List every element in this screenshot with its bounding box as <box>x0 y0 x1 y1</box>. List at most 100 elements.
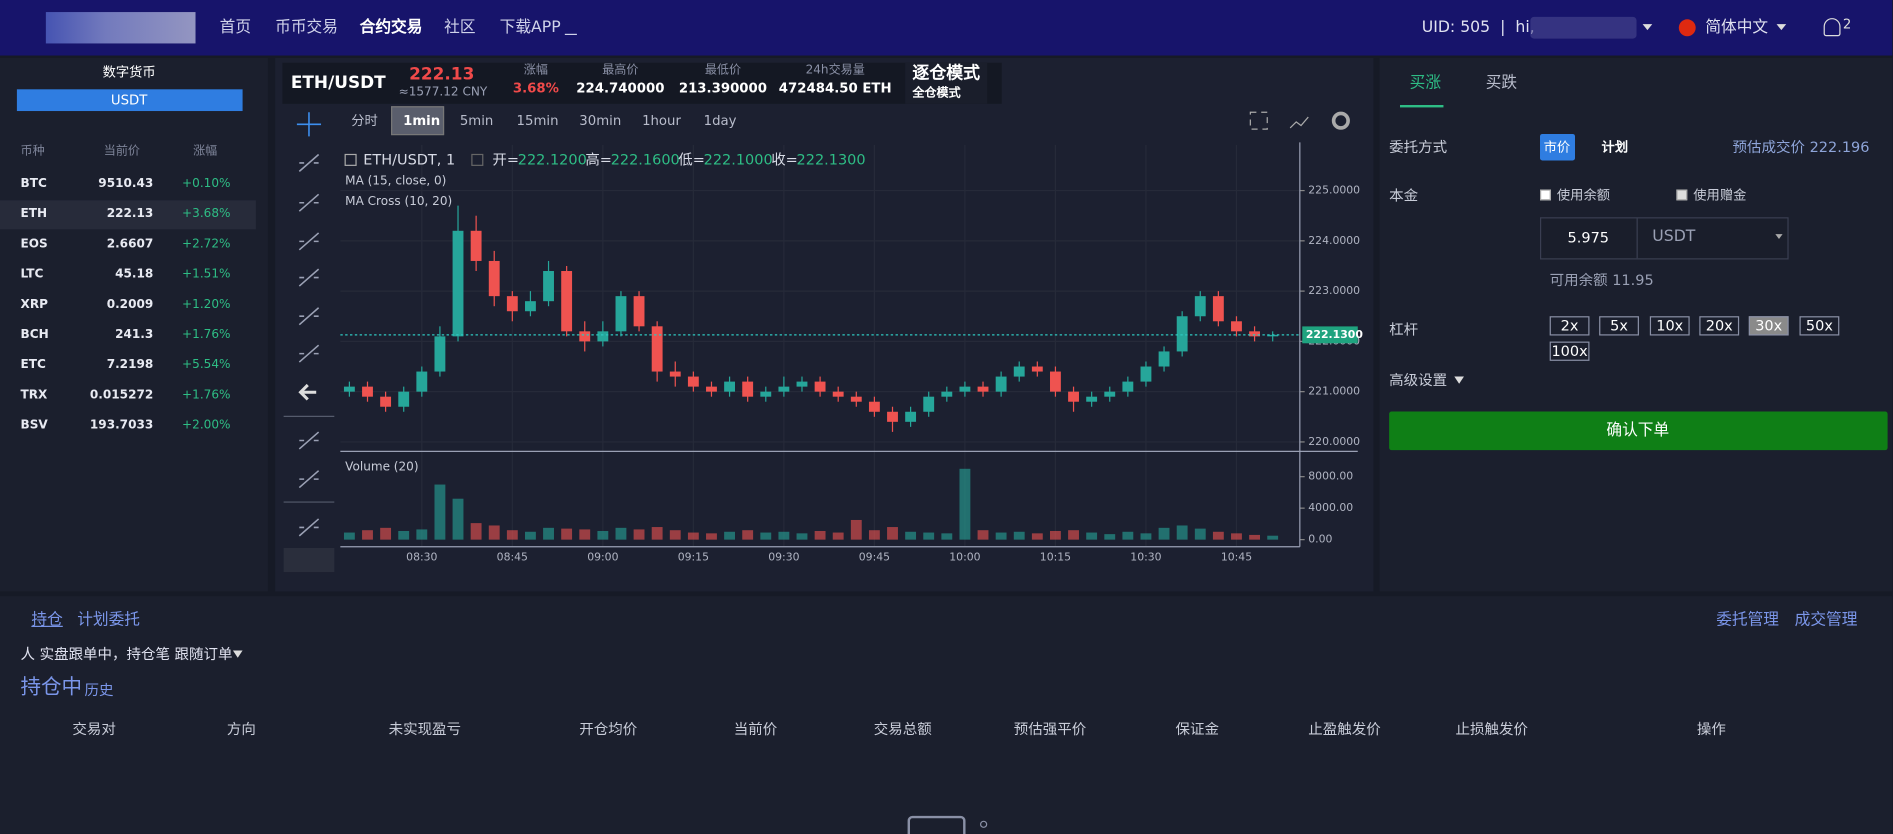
submit-label[interactable]: 确认下单 <box>1606 421 1670 440</box>
buy-short-tab[interactable]: 买跌 <box>1485 74 1518 93</box>
checkbox[interactable] <box>1676 189 1688 201</box>
method-button[interactable]: 市价 <box>1543 139 1571 156</box>
ohlc-value: 222.1300 <box>797 153 866 169</box>
candle-body <box>1212 296 1224 322</box>
leverage-button[interactable] <box>1549 341 1590 361</box>
drawing-tool[interactable] <box>298 232 320 251</box>
leverage-label[interactable]: 10x <box>1656 317 1684 335</box>
history-link[interactable]: 历史 <box>84 681 114 699</box>
candle-body <box>923 396 935 412</box>
field-label: 委托方式 <box>1389 138 1448 156</box>
volume-bar <box>380 527 392 540</box>
change: +1.51% <box>182 267 231 282</box>
indicator-icon[interactable] <box>1289 116 1309 129</box>
column-header: 方向 <box>226 720 256 738</box>
leverage-label[interactable]: 5x <box>1610 317 1628 335</box>
drawing-tool[interactable] <box>298 344 320 363</box>
leverage-button[interactable] <box>1599 316 1639 336</box>
interval-button[interactable]: 30min <box>579 112 622 129</box>
nav-item[interactable]: 合约交易 <box>359 18 423 37</box>
advanced-settings[interactable]: 高级设置 <box>1389 371 1448 389</box>
leverage-label[interactable]: 30x <box>1755 317 1783 335</box>
leverage-button[interactable] <box>1649 316 1690 336</box>
interval-button[interactable]: 5min <box>459 112 494 129</box>
drawing-tool[interactable] <box>298 307 320 326</box>
drawing-tool[interactable] <box>298 268 320 287</box>
copy-status[interactable]: 人 实盘跟单中，持仓笔 跟随订单 <box>20 645 233 663</box>
candle-body <box>1013 366 1025 377</box>
market-row[interactable] <box>0 200 256 230</box>
nav-item[interactable]: 首页 <box>219 18 252 37</box>
leverage-label[interactable]: 2x <box>1560 317 1579 335</box>
amount-input[interactable] <box>1540 217 1789 260</box>
language-selector[interactable]: 简体中文 <box>1705 18 1769 37</box>
field-label: 杠杆 <box>1389 321 1419 338</box>
drawing-tool[interactable] <box>298 470 320 489</box>
checkbox[interactable] <box>1540 189 1551 201</box>
currency-select[interactable]: USDT <box>1652 227 1696 246</box>
stat-value: 472484.50 ETH <box>778 80 892 96</box>
interval-button[interactable]: 15min <box>516 112 559 129</box>
candle-body <box>959 386 971 392</box>
interval-button[interactable]: 1min <box>403 112 441 129</box>
volume-bar <box>470 523 482 540</box>
indicator-label: MA (15, close, 0) <box>345 174 446 188</box>
candle-body <box>615 296 627 332</box>
drawing-tool[interactable] <box>298 153 320 172</box>
method-button[interactable]: 计划 <box>1601 139 1629 156</box>
collapse-tool[interactable] <box>298 383 317 401</box>
nav-item[interactable]: 社区 <box>444 18 476 37</box>
user-menu-arrow[interactable] <box>1642 24 1653 31</box>
interval-button[interactable]: 1day <box>703 112 737 129</box>
leverage-button[interactable] <box>1699 316 1740 336</box>
nav-item[interactable]: 币币交易 <box>275 18 338 37</box>
positions-tab[interactable]: 持仓 <box>31 611 63 630</box>
settings-icon[interactable] <box>1331 111 1350 130</box>
leverage-label[interactable]: 50x <box>1805 317 1833 335</box>
candle-body <box>380 396 392 407</box>
drawing-tool[interactable] <box>298 193 320 212</box>
leverage-button[interactable] <box>1748 316 1789 336</box>
leverage-label[interactable]: 20x <box>1705 317 1733 335</box>
y-tick-label: 223.0000 <box>1308 284 1360 297</box>
market-tab[interactable] <box>16 89 243 112</box>
language-arrow[interactable] <box>1776 24 1787 31</box>
submit-button[interactable] <box>1389 411 1888 451</box>
interval-button[interactable]: 1hour <box>642 112 681 129</box>
change: +2.72% <box>182 237 231 252</box>
leverage-button[interactable] <box>1799 316 1840 336</box>
legend-toggle[interactable] <box>344 153 357 166</box>
buy-long-tab[interactable]: 买涨 <box>1409 74 1442 93</box>
leverage-button[interactable] <box>1549 316 1590 336</box>
crosshair-tool[interactable] <box>296 112 322 137</box>
volume-bar <box>814 530 826 540</box>
tool-scroll[interactable] <box>283 547 335 573</box>
market-panel <box>0 57 268 592</box>
market-tab-label[interactable]: USDT <box>110 92 148 109</box>
positions-tab[interactable]: 计划委托 <box>77 611 141 630</box>
candle-body <box>470 230 482 261</box>
nav-item[interactable]: 下载APP <box>499 18 561 37</box>
interval-button[interactable]: 分时 <box>351 112 378 129</box>
trade-management-link[interactable]: 成交管理 <box>1794 611 1858 630</box>
order-panel <box>1379 57 1893 592</box>
volume-bar <box>868 530 880 540</box>
order-management-link[interactable]: 委托管理 <box>1716 611 1779 630</box>
drawing-tool[interactable] <box>298 518 320 537</box>
method-market[interactable] <box>1540 133 1576 161</box>
volume-bar <box>615 527 627 540</box>
market-header[interactable]: 币种 <box>20 144 45 159</box>
fullscreen-icon[interactable] <box>1249 111 1268 130</box>
leverage-label[interactable]: 100x <box>1551 342 1588 360</box>
market-header[interactable]: 涨幅 <box>193 144 218 159</box>
candle-body <box>1249 331 1261 337</box>
market-header[interactable]: 当前价 <box>103 144 141 159</box>
positions-panel <box>0 596 1893 834</box>
candle-body <box>362 386 373 397</box>
drawing-tool[interactable] <box>298 431 320 450</box>
legend-settings[interactable] <box>471 153 484 166</box>
logo <box>45 12 196 44</box>
mode-box[interactable] <box>905 62 988 104</box>
price: 7.2198 <box>106 358 154 372</box>
bell-icon[interactable] <box>1823 18 1841 37</box>
